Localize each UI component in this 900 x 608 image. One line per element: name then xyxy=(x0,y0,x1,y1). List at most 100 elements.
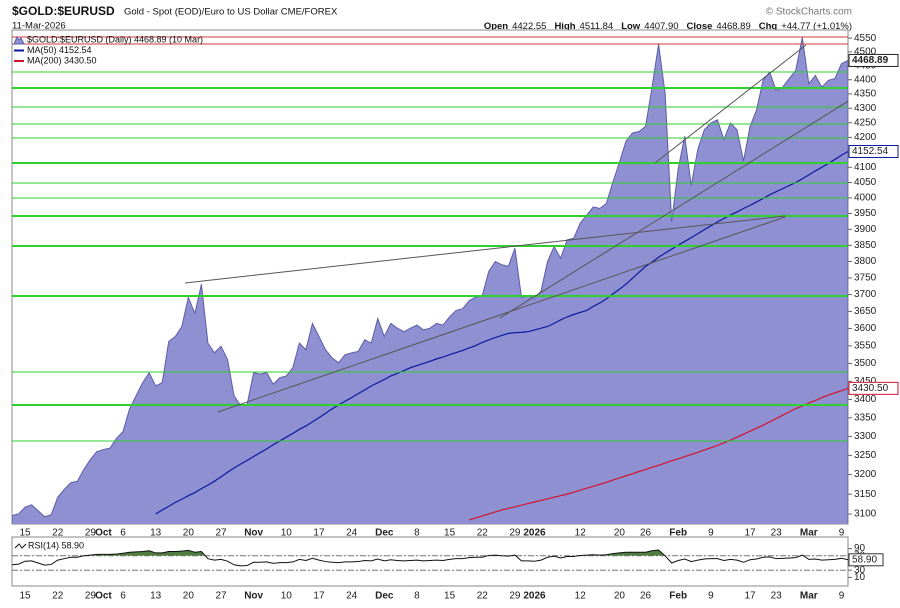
x-tick-label: 15 xyxy=(20,528,32,539)
rsi-y-tick-label: 90 xyxy=(854,543,866,554)
y-tick-label: 3950 xyxy=(854,208,877,219)
x-tick-label: Dec xyxy=(375,591,394,602)
y-tick-label: 3900 xyxy=(854,224,877,235)
legend-entry: $GOLD:$EURUSD (Daily) 4468.89 (10 Mar) xyxy=(27,34,203,44)
x-tick-label: 9 xyxy=(708,591,714,602)
price-marker xyxy=(848,144,899,158)
trend-line xyxy=(217,216,786,413)
x-tick-label: Nov xyxy=(244,591,263,602)
y-tick-label: 3450 xyxy=(854,376,877,387)
y-tick-label: 3850 xyxy=(854,240,877,251)
rsi-y-tick-label: 10 xyxy=(854,572,866,583)
x-tick-label: 9 xyxy=(839,528,845,539)
x-tick-label: 13 xyxy=(150,591,162,602)
x-tick-label: 27 xyxy=(215,591,227,602)
x-tick-label: 24 xyxy=(346,528,358,539)
chart-subtitle: Gold - Spot (EOD)/Euro to US Dollar CME/… xyxy=(124,7,338,18)
x-tick-label: Feb xyxy=(669,591,687,602)
trend-line xyxy=(499,100,848,319)
y-tick-label: 3600 xyxy=(854,323,877,334)
price-marker xyxy=(848,53,899,67)
stat-label: Open xyxy=(484,21,508,32)
x-tick-label: Nov xyxy=(244,528,263,539)
stats: Open 4422.55 High 4511.84 Low 4407.90 Close 446… xyxy=(484,21,852,32)
y-tick-label: 3350 xyxy=(854,412,877,423)
moving-average xyxy=(155,150,848,515)
x-tick-label: 15 xyxy=(444,591,456,602)
x-tick-label: 22 xyxy=(477,591,489,602)
stat-value: +44.77 (+1.01%) xyxy=(781,21,852,32)
x-tick-label: 29 xyxy=(85,528,97,539)
x-tick-label: 26 xyxy=(640,528,652,539)
price-marker-label: 4152.54 xyxy=(852,146,889,157)
x-tick-label: 20 xyxy=(183,591,195,602)
x-tick-label: 27 xyxy=(215,528,227,539)
rsi-marker-label: 58.90 xyxy=(852,554,877,565)
stat-label: Close xyxy=(687,21,713,32)
y-tick-label: 4200 xyxy=(854,132,877,143)
x-tick-label: 23 xyxy=(771,591,783,602)
y-tick-label: 4400 xyxy=(854,74,877,85)
y-tick-label: 4250 xyxy=(854,117,877,128)
rsi-panel: RSI(14) 58.90 xyxy=(11,540,849,571)
price-marker-label: 3430.50 xyxy=(852,383,889,394)
x-tick-label: 26 xyxy=(640,591,652,602)
x-tick-label: 9 xyxy=(708,528,714,539)
stat-label: High xyxy=(554,21,575,32)
y-tick-label: 4550 xyxy=(854,33,877,44)
axes: 3100 3150 3200 3250 3300 3350 3400 3450 3500 3550… xyxy=(20,33,877,602)
y-tick-label: 3200 xyxy=(854,469,877,480)
x-tick-label: 17 xyxy=(313,591,325,602)
x-tick-label: 20 xyxy=(614,528,626,539)
x-tick-label: 13 xyxy=(150,528,162,539)
chart-title: $GOLD:$EURUSD xyxy=(12,4,115,18)
legend: $GOLD:$EURUSD (Daily) 4468.89 (10 Mar)MA… xyxy=(13,34,203,65)
y-tick-label: 3800 xyxy=(854,256,877,267)
x-tick-label: 23 xyxy=(771,528,783,539)
rsi-legend: RSI(14) 58.90 xyxy=(28,540,84,550)
x-tick-label: Mar xyxy=(800,528,818,539)
x-tick-label: 9 xyxy=(839,591,845,602)
plot-area xyxy=(12,37,848,524)
y-tick-label: 3650 xyxy=(854,306,877,317)
y-tick-label: 3100 xyxy=(854,509,877,520)
y-tick-label: 3250 xyxy=(854,450,877,461)
rsi-y-tick-label: 30 xyxy=(854,565,866,576)
x-tick-label: Oct xyxy=(95,528,112,539)
legend-icon xyxy=(13,35,25,45)
x-tick-label: 10 xyxy=(281,528,293,539)
x-tick-label: 17 xyxy=(744,528,756,539)
rsi-frame xyxy=(11,536,849,587)
y-tick-label: 3300 xyxy=(854,431,877,442)
x-tick-label: 2026 xyxy=(523,591,546,602)
x-tick-label: 12 xyxy=(575,591,587,602)
stat-value: 4407.90 xyxy=(644,21,678,32)
y-tick-label: 4300 xyxy=(854,103,877,114)
y-tick-label: 3150 xyxy=(854,489,877,500)
stat-label: Low xyxy=(621,21,641,32)
chart-date: 11-Mar-2026 xyxy=(12,21,66,32)
y-tick-label: 4500 xyxy=(854,46,877,57)
x-tick-label: 24 xyxy=(346,591,358,602)
price-marker xyxy=(848,381,899,395)
x-tick-label: Dec xyxy=(375,528,394,539)
stat-value: 4422.55 xyxy=(512,21,546,32)
x-tick-label: 10 xyxy=(281,591,293,602)
x-tick-label: 22 xyxy=(52,528,64,539)
legend-entry: MA(50) 4152.54 xyxy=(27,45,92,55)
x-tick-label: 29 xyxy=(509,528,521,539)
y-tick-label: 3400 xyxy=(854,394,877,405)
x-tick-label: Oct xyxy=(95,591,112,602)
y-tick-label: 3550 xyxy=(854,341,877,352)
x-tick-label: 17 xyxy=(744,591,756,602)
annotations xyxy=(12,36,848,442)
x-tick-label: 6 xyxy=(120,528,126,539)
x-tick-label: 20 xyxy=(183,528,195,539)
stat-value: 4511.84 xyxy=(580,21,614,32)
y-tick-label: 4100 xyxy=(854,162,877,173)
stat-value: 4468.89 xyxy=(716,21,750,32)
rsi-line xyxy=(11,549,849,567)
y-tick-label: 4050 xyxy=(854,177,877,188)
